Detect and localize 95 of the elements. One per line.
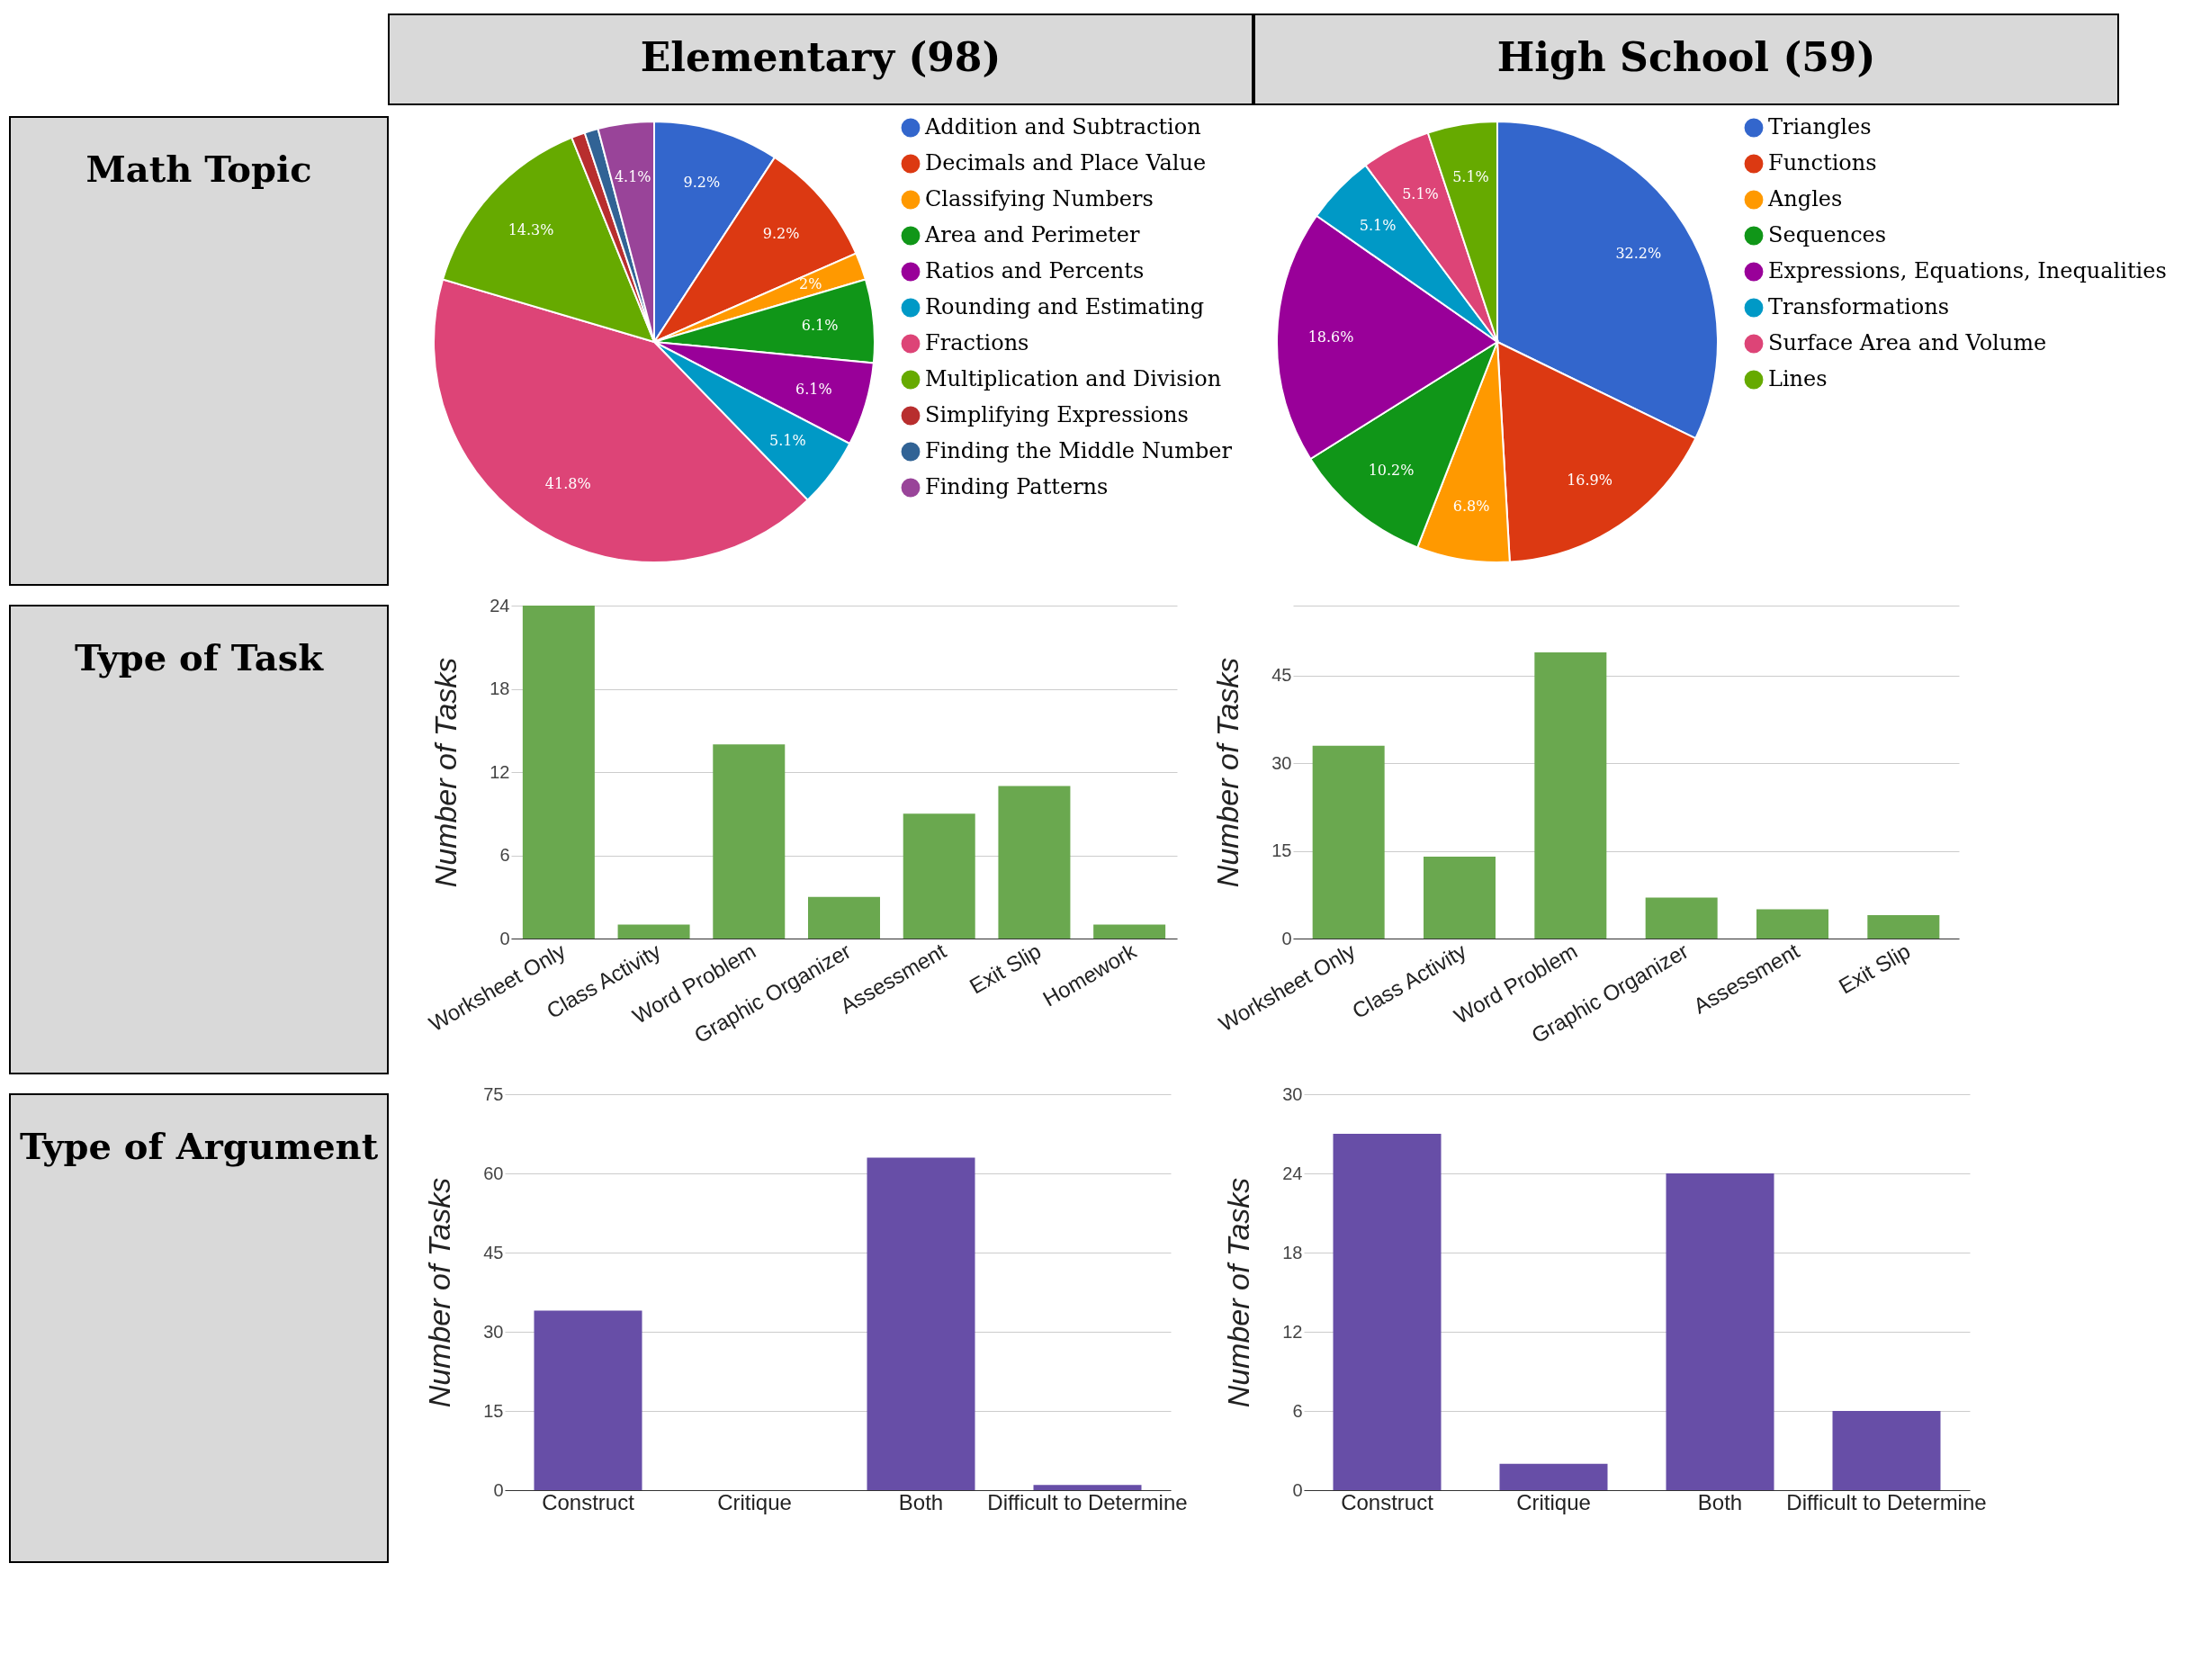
y-tick-label: 30 <box>1282 1083 1303 1104</box>
bar <box>1666 1173 1774 1490</box>
legend-label: Area and Perimeter <box>924 222 1140 247</box>
data-label: 5.1% <box>1359 217 1397 235</box>
y-tick-label: 12 <box>1282 1321 1303 1342</box>
y-axis-title: Number of Tasks <box>1221 1177 1256 1408</box>
x-tick-label: Critique <box>717 1489 792 1514</box>
y-tick-label: 60 <box>483 1163 504 1183</box>
y-tick-label: 15 <box>1271 840 1292 861</box>
legend-label: Addition and Subtraction <box>924 114 1201 139</box>
y-tick-label: 18 <box>490 678 510 698</box>
data-label: 5.1% <box>769 432 806 450</box>
data-label: 6.1% <box>795 380 832 398</box>
bar <box>534 1310 642 1490</box>
legend-label: Triangles <box>1768 114 1872 139</box>
y-axis-title: Number of Tasks <box>428 657 463 888</box>
y-tick-label: 24 <box>1282 1163 1303 1183</box>
y-tick-label: 0 <box>493 1479 504 1500</box>
bar <box>1534 651 1607 939</box>
bar <box>903 813 975 939</box>
data-label: 4.1% <box>614 167 651 185</box>
y-tick-label: 30 <box>483 1321 504 1342</box>
x-tick-label: Construct <box>542 1489 635 1514</box>
data-label: 6.1% <box>801 317 839 335</box>
bar <box>1333 1134 1442 1490</box>
data-label: 5.1% <box>1402 184 1439 202</box>
data-label: 18.6% <box>1307 328 1354 346</box>
data-label: 9.2% <box>762 225 800 243</box>
data-label: 10.2% <box>1368 461 1415 479</box>
data-label: 14.3% <box>508 220 554 238</box>
bar <box>1033 1485 1142 1490</box>
y-tick-label: 75 <box>483 1083 504 1104</box>
data-label: 2% <box>799 275 822 293</box>
bar <box>522 606 595 939</box>
data-label: 9.2% <box>683 173 721 191</box>
y-tick-label: 0 <box>1292 1479 1303 1500</box>
bar <box>713 744 786 939</box>
legend-label: Surface Area and Volume <box>1768 330 2047 355</box>
text: High School (59) <box>1496 34 1876 80</box>
bar <box>1756 909 1828 939</box>
x-tick-label: Exit Slip <box>1834 938 1915 999</box>
legend-label: Expressions, Equations, Inequalities <box>1768 258 2167 283</box>
data-label: 32.2% <box>1615 244 1662 262</box>
text: Math Topic <box>85 148 312 190</box>
y-tick-label: 45 <box>483 1242 504 1262</box>
legend-label: Lines <box>1768 366 1828 391</box>
legend-label: Sequences <box>1768 222 1887 247</box>
x-tick-label: Both <box>898 1489 944 1514</box>
data-label: 5.1% <box>1452 168 1489 186</box>
legend-label: Fractions <box>925 330 1029 355</box>
x-tick-label: Difficult to Determine <box>987 1489 1188 1514</box>
bar <box>1499 1463 1608 1490</box>
y-axis-title: Number of Tasks <box>422 1177 457 1408</box>
bar <box>867 1157 975 1490</box>
data-label: 41.8% <box>544 475 591 493</box>
legend-label: Functions <box>1768 150 1877 175</box>
legend-label: Finding the Middle Number <box>925 438 1233 463</box>
x-tick-label: Construct <box>1341 1489 1434 1514</box>
legend-label: Decimals and Place Value <box>925 150 1207 175</box>
bar <box>1645 897 1718 939</box>
y-tick-label: 24 <box>490 595 510 615</box>
bar <box>1093 924 1166 939</box>
bar <box>998 786 1071 939</box>
bar <box>1867 915 1940 939</box>
legend-label: Classifying Numbers <box>925 186 1154 211</box>
y-tick-label: 15 <box>483 1400 504 1421</box>
text: Elementary (98) <box>640 34 1002 80</box>
y-tick-label: 30 <box>1271 752 1292 773</box>
y-tick-label: 6 <box>499 845 510 865</box>
y-tick-label: 45 <box>1271 665 1292 686</box>
legend-label: Rounding and Estimating <box>925 294 1205 319</box>
y-tick-label: 18 <box>1282 1242 1303 1262</box>
legend-label: Finding Patterns <box>925 474 1109 499</box>
text: Type of Task <box>75 636 325 678</box>
bar <box>1832 1411 1941 1490</box>
bar <box>617 924 690 939</box>
legend-label: Angles <box>1767 186 1843 211</box>
x-tick-label: Difficult to Determine <box>1786 1489 1987 1514</box>
legend-label: Multiplication and Division <box>925 366 1222 391</box>
y-axis-title: Number of Tasks <box>1210 657 1245 888</box>
bar <box>808 896 880 939</box>
y-tick-label: 0 <box>499 928 510 948</box>
data-label: 16.9% <box>1567 471 1613 489</box>
y-tick-label: 6 <box>1292 1400 1303 1421</box>
legend-label: Ratios and Percents <box>925 258 1145 283</box>
bar <box>1424 857 1496 939</box>
text: Type of Argument <box>19 1125 379 1167</box>
legend-label: Simplifying Expressions <box>925 402 1189 427</box>
y-tick-label: 12 <box>490 761 510 782</box>
x-tick-label: Critique <box>1516 1489 1591 1514</box>
data-label: 6.8% <box>1452 497 1490 515</box>
legend-label: Transformations <box>1768 294 1949 319</box>
bar <box>1312 745 1385 939</box>
y-tick-label: 0 <box>1281 928 1292 948</box>
x-tick-label: Both <box>1697 1489 1743 1514</box>
